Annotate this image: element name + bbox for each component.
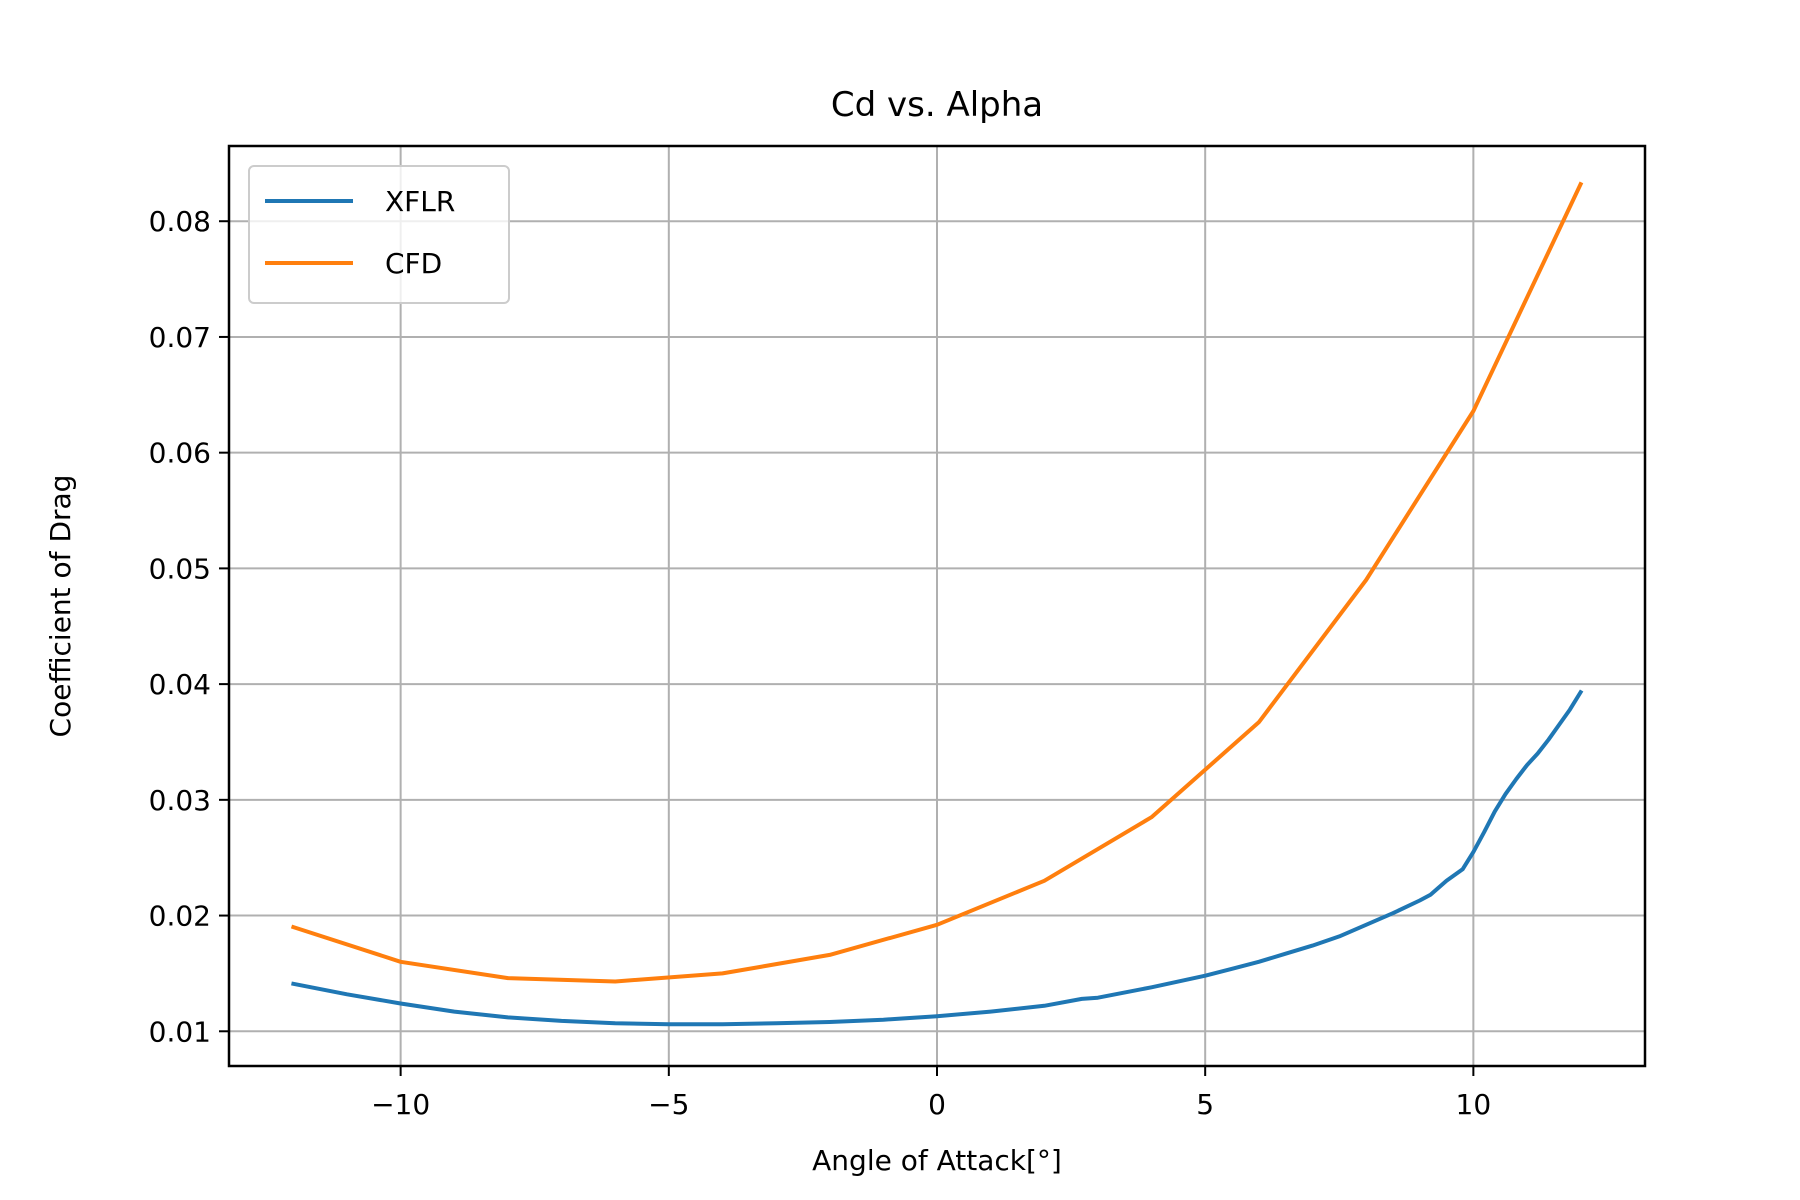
legend-label-xflr: XFLR [385, 185, 455, 218]
y-tick-label: 0.04 [149, 668, 211, 701]
legend-box [248, 165, 510, 304]
legend-label-cfd: CFD [385, 247, 442, 280]
grid [229, 146, 1645, 1066]
x-tick-label: 0 [928, 1088, 946, 1121]
series-line-xflr [291, 689, 1584, 1027]
y-tick-label: 0.02 [149, 900, 211, 933]
axis-ticks: −10 −5 0 5 10 0.01 0.02 0.03 0.04 0.05 0.06 0.07 0.0… [149, 205, 1492, 1121]
y-tick-label: 0.05 [149, 552, 211, 585]
series-line-cfd [290, 181, 1584, 984]
x-tick-label: −10 [371, 1088, 430, 1121]
y-tick-label: 0.06 [149, 437, 211, 470]
y-tick-label: 0.08 [149, 205, 211, 238]
x-tick-label: 5 [1196, 1088, 1214, 1121]
x-axis-label: Angle of Attack[°] [812, 1144, 1062, 1177]
y-tick-label: 0.01 [149, 1015, 211, 1048]
y-axis-label: Coefficient of Drag [44, 475, 77, 738]
series-lines [290, 181, 1584, 1027]
y-tick-label: 0.03 [149, 784, 211, 817]
x-tick-label: −5 [648, 1088, 689, 1121]
x-tick-label: 10 [1456, 1088, 1492, 1121]
legend: XFLR CFD [248, 165, 510, 304]
y-tick-label: 0.07 [149, 321, 211, 354]
chart-title: Cd vs. Alpha [831, 85, 1043, 125]
